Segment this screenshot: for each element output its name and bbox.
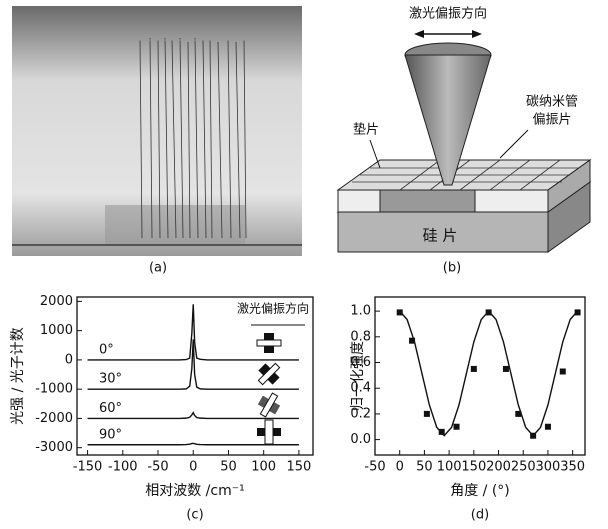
x-tick-label: 50 (416, 460, 433, 475)
point (471, 366, 477, 372)
plot-frame (375, 297, 585, 455)
x-tick-label: 0 (189, 460, 197, 475)
x-axis-label: 相对波数 /cm⁻¹ (145, 483, 245, 499)
y-tick-label: -2000 (35, 411, 73, 426)
series-label: 90° (99, 427, 122, 442)
series-line (400, 311, 578, 436)
series-label: 60° (99, 401, 122, 416)
figure: (a) 激光偏振方向 碳纳米管 偏振片 垫片 硅 片 (b) -3000 -200… (0, 0, 608, 525)
annotation: 激光偏振方向 (237, 301, 309, 316)
y-tick-label: 0.0 (350, 432, 371, 447)
point (503, 366, 509, 372)
y-axis-label: 归一化强度 (349, 341, 366, 411)
x-tick-label: 200 (486, 460, 511, 475)
point (424, 411, 430, 417)
y-tick-label: -3000 (35, 440, 73, 455)
y-tick-label: 1000 (40, 323, 73, 338)
x-tick-label: -100 (108, 460, 138, 475)
y-tick-label: -1000 (35, 382, 73, 397)
caption: (a) (149, 261, 167, 276)
caption: (c) (186, 508, 203, 523)
y-tick-label: 2000 (40, 294, 73, 309)
point (560, 369, 566, 375)
diagram-label: 碳纳米管 (526, 95, 578, 110)
x-tick-label: -50 (147, 460, 168, 475)
series-label: 0° (99, 342, 114, 357)
x-tick-label: 350 (560, 460, 585, 475)
y-tick-label: 0 (65, 352, 73, 367)
x-tick-label: -150 (73, 460, 103, 475)
x-tick-label: 100 (251, 460, 276, 475)
point (454, 424, 460, 430)
x-axis-label: 角度 / (°) (450, 483, 510, 499)
caption: (d) (471, 508, 489, 523)
caption: (b) (443, 261, 461, 276)
series-label: 30° (99, 372, 122, 387)
x-tick-label: -50 (364, 460, 385, 475)
x-tick-label: 150 (286, 460, 311, 475)
diagram-label: 垫片 (353, 122, 379, 138)
diagram (338, 30, 590, 252)
y-tick-label: 1.0 (350, 304, 371, 319)
point (545, 424, 551, 430)
x-tick-label: 100 (437, 460, 462, 475)
y-axis-label: 光强 / 光子计数 (10, 327, 26, 425)
x-tick-label: 300 (536, 460, 561, 475)
x-tick-label: 150 (461, 460, 486, 475)
x-tick-label: 250 (511, 460, 536, 475)
x-tick-label: 0 (396, 460, 404, 475)
diagram-label: 激光偏振方向 (409, 6, 487, 22)
diagram-label: 硅 片 (423, 227, 458, 245)
x-tick-label: 50 (220, 460, 237, 475)
photo (12, 6, 302, 256)
diagram-label: 偏振片 (532, 113, 571, 128)
